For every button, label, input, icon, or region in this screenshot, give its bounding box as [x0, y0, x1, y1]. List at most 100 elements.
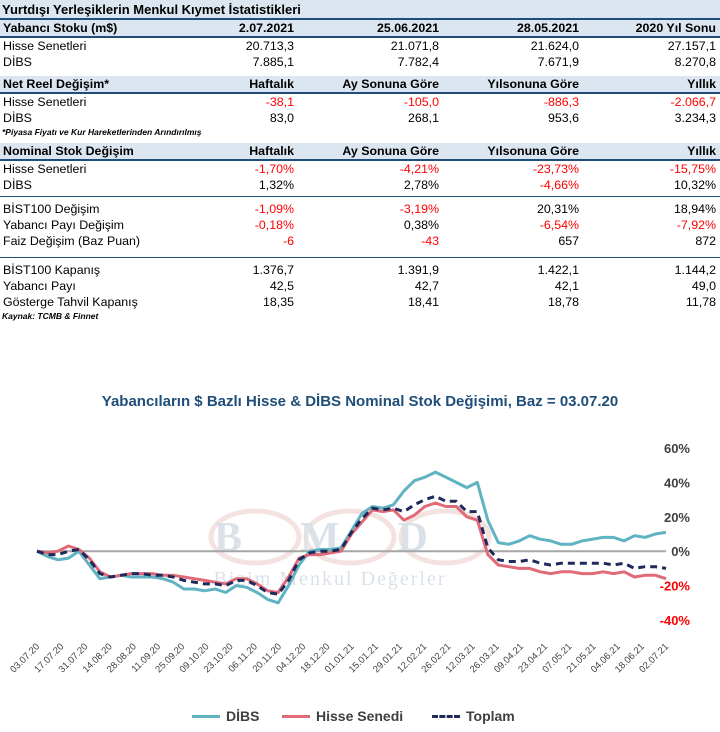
table-row: DİBS 7.885,1 7.782,4 7.671,9 8.270,8	[0, 54, 720, 70]
table-cell: -1,09%	[254, 202, 294, 216]
table-cell: 18,78	[547, 295, 579, 309]
table-cell: 21.071,8	[390, 39, 439, 53]
table-cell: -4,21%	[399, 162, 439, 176]
line-chart: BMD Bizim Menkul Değerler 60% 40% 20% 0% -20…	[8, 441, 691, 675]
legend-dibs-swatch	[192, 714, 220, 718]
y-tick-label: 60%	[664, 441, 690, 456]
table-cell: 20,31%	[536, 202, 579, 216]
column-header: Yılsonuna Göre	[487, 144, 579, 158]
table-cell: 10,32%	[673, 178, 716, 192]
legend-toplam-label: Toplam	[466, 708, 515, 724]
column-header: Yıllık	[687, 144, 716, 158]
y-tick-label: -40%	[660, 613, 691, 628]
row-label: Yabancı Payı Değişim	[3, 218, 124, 232]
legend-hisse-swatch	[282, 714, 310, 718]
page-title: Yurtdışı Yerleşiklerin Menkul Kıymet İst…	[0, 0, 720, 20]
table-cell: -886,3	[543, 95, 579, 109]
row-label: Hisse Senetleri	[3, 95, 87, 109]
table-row: Yabancı Payı Değişim -0,18% 0,38% -6,54% -7,…	[0, 217, 720, 233]
table-cell: 0,38%	[403, 218, 439, 232]
row-label: Hisse Senetleri	[3, 39, 87, 53]
column-header: Haftalık	[249, 77, 294, 91]
table-cell: 11,78	[685, 295, 716, 309]
table-cell: -38,1	[265, 95, 294, 109]
table-row: Gösterge Tahvil Kapanış 18,35 18,41 18,78 11…	[0, 294, 720, 310]
table-row: DİBS 1,32% 2,78% -4,66% 10,32%	[0, 177, 720, 193]
table-cell: 7.885,1	[252, 55, 294, 69]
table-cell: 49,0	[691, 279, 716, 293]
table-cell: 7.782,4	[397, 55, 439, 69]
table-cell: 18,41	[407, 295, 439, 309]
table-row: DİBS 83,0 268,1 953,6 3.234,3	[0, 110, 720, 126]
row-label: DİBS	[3, 111, 32, 125]
table-row: Hisse Senetleri 20.713,3 21.071,8 21.624,0 2…	[0, 38, 720, 54]
real-change-table: Hisse Senetleri -38,1 -105,0 -886,3 -2.066,7…	[0, 94, 720, 126]
table-cell: -0,18%	[254, 218, 294, 232]
nominal-change-table-header: Nominal Stok Değişim Haftalık Ay Sonuna Gö…	[0, 143, 720, 161]
legend-toplam: Toplam	[432, 708, 515, 724]
column-header: Net Reel Değişim*	[3, 77, 110, 91]
table-cell: 2,78%	[403, 178, 439, 192]
table-cell: 18,35	[262, 295, 294, 309]
table-cell: 1.376,7	[252, 263, 294, 277]
watermark-text: Bizim Menkul Değerler	[213, 568, 446, 590]
column-header: Ay Sonuna Göre	[342, 77, 439, 91]
table-cell: 7.671,9	[537, 55, 579, 69]
row-label: BİST100 Kapanış	[3, 263, 101, 277]
column-header: Nominal Stok Değişim	[3, 144, 134, 158]
close-table: BİST100 Kapanış 1.376,7 1.391,9 1.422,1 1.14…	[0, 262, 720, 310]
table-row: BİST100 Kapanış 1.376,7 1.391,9 1.422,1 1.14…	[0, 262, 720, 278]
y-tick-label: 0%	[671, 544, 690, 559]
row-label: BİST100 Değişim	[3, 202, 100, 216]
column-header: Haftalık	[249, 144, 294, 158]
table-cell: -2.066,7	[670, 95, 716, 109]
legend-dibs: DİBS	[192, 708, 259, 724]
legend-toplam-swatch	[432, 714, 460, 718]
table-cell: 18,94%	[673, 202, 716, 216]
table-cell: -23,73%	[532, 162, 579, 176]
column-header: 2.07.2021	[238, 21, 294, 35]
real-change-note: *Piyasa Fiyatı ve Kur Hareketlerinden Ar…	[2, 127, 202, 137]
table-cell: 83,0	[269, 111, 294, 125]
table-row: BİST100 Değişim -1,09% -3,19% 20,31% 18,94%	[0, 201, 720, 217]
table-row: Faiz Değişim (Baz Puan) -6 -43 657 872	[0, 233, 720, 249]
nominal-change-table: Hisse Senetleri -1,70% -4,21% -23,73% -15,75…	[0, 161, 720, 193]
legend-hisse: Hisse Senedi	[282, 708, 403, 724]
table-cell: -1,70%	[254, 162, 294, 176]
table-cell: 872	[695, 234, 716, 248]
statistics-tables: Yurtdışı Yerleşiklerin Menkul Kıymet İst…	[0, 0, 720, 322]
table-cell: 20.713,3	[245, 39, 294, 53]
table-row: Hisse Senetleri -38,1 -105,0 -886,3 -2.066,7	[0, 94, 720, 110]
table-cell: 8.270,8	[674, 55, 716, 69]
table-row: Yabancı Payı 42,5 42,7 42,1 49,0	[0, 278, 720, 294]
real-change-table-header: Net Reel Değişim* Haftalık Ay Sonuna Göre Y…	[0, 76, 720, 94]
table-cell: 1,32%	[258, 178, 294, 192]
market-change-table: BİST100 Değişim -1,09% -3,19% 20,31% 18,94% Y…	[0, 201, 720, 249]
row-label: Faiz Değişim (Baz Puan)	[3, 234, 141, 248]
table-cell: -3,19%	[399, 202, 439, 216]
table-cell: 42,5	[269, 279, 294, 293]
table-cell: 42,1	[554, 279, 579, 293]
column-header: 2020 Yıl Sonu	[635, 21, 716, 35]
watermark: BMD Bizim Menkul Değerler	[208, 508, 492, 590]
table-row: Hisse Senetleri -1,70% -4,21% -23,73% -15,75…	[0, 161, 720, 177]
table-cell: -105,0	[403, 95, 439, 109]
series-line-toplam	[36, 494, 667, 596]
column-header: Yabancı Stoku (m$)	[3, 21, 118, 35]
row-label: DİBS	[3, 55, 32, 69]
column-header: Yıllık	[687, 77, 716, 91]
table-cell: 42,7	[414, 279, 439, 293]
table-cell: 21.624,0	[530, 39, 579, 53]
row-label: Hisse Senetleri	[3, 162, 87, 176]
table-cell: 3.234,3	[674, 111, 716, 125]
stock-table: Hisse Senetleri 20.713,3 21.071,8 21.624,0 2…	[0, 38, 720, 70]
y-tick-label: -20%	[660, 579, 691, 594]
table-cell: 27.157,1	[667, 39, 716, 53]
row-label: DİBS	[3, 178, 32, 192]
chart-title: Yabancıların $ Bazlı Hisse & DİBS Nomina…	[101, 393, 619, 410]
column-header: 28.05.2021	[516, 21, 579, 35]
table-cell: -15,75%	[669, 162, 716, 176]
table-cell: -6,54%	[539, 218, 579, 232]
table-cell: 1.144,2	[674, 263, 716, 277]
table-cell: -7,92%	[676, 218, 716, 232]
